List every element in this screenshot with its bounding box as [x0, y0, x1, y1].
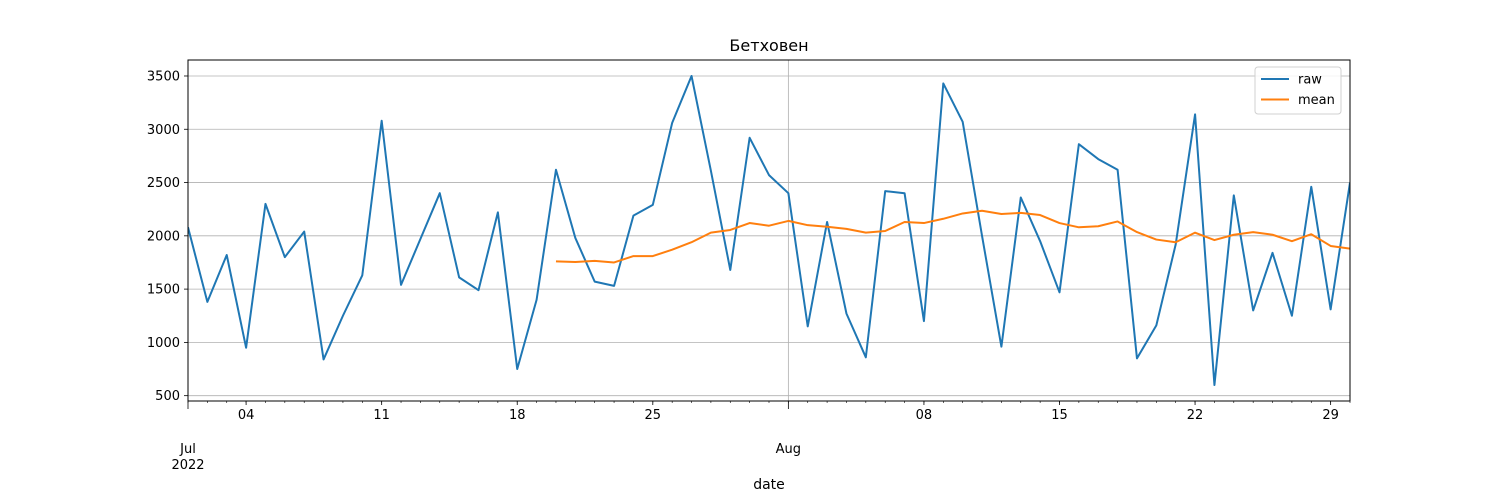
x-tick-label: 18: [509, 408, 526, 423]
y-tick-label: 500: [155, 389, 180, 404]
series-line-mean: [555, 209, 1350, 264]
x-axis-title: date: [753, 477, 785, 493]
x-tick-label: 15: [1051, 408, 1068, 423]
x-tick-label: 22: [1187, 408, 1204, 423]
x-tick-label: 25: [645, 408, 662, 423]
legend-label-mean: mean: [1298, 93, 1335, 108]
y-tick-label: 2500: [147, 176, 180, 191]
legend: raw mean: [1254, 66, 1342, 115]
series-line-raw: [188, 74, 1350, 387]
y-tick-label: 3500: [147, 69, 180, 84]
x-tick-label: 11: [373, 408, 390, 423]
legend-label-raw: raw: [1298, 73, 1322, 88]
x-tick-label: 04: [238, 408, 255, 423]
y-tick-label: 1000: [147, 336, 180, 351]
series-lines: [188, 74, 1350, 387]
x-major-tick-sublabel: 2022: [171, 458, 204, 473]
x-major-tick-label: Aug: [776, 442, 801, 457]
y-tick-label: 2000: [147, 229, 180, 244]
x-major-tick-label: Jul: [179, 442, 196, 457]
x-tick-label: 29: [1322, 408, 1339, 423]
y-tick-label: 3000: [147, 123, 180, 138]
axis-ticks: 500 1000 1500 2000 2500 3000 3500 04 11 18 25 08 15 2…: [147, 69, 1351, 473]
x-tick-label: 08: [916, 408, 933, 423]
chart-title: Бетховен: [729, 36, 808, 55]
y-tick-label: 1500: [147, 283, 180, 298]
